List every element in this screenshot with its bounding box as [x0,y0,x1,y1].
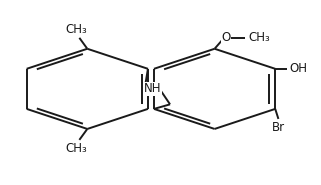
Text: CH₃: CH₃ [248,31,270,44]
Text: O: O [221,31,230,44]
Text: CH₃: CH₃ [65,142,87,155]
Text: NH: NH [144,82,161,95]
Text: OH: OH [289,62,307,75]
Text: Br: Br [272,121,285,134]
Text: CH₃: CH₃ [65,23,87,36]
